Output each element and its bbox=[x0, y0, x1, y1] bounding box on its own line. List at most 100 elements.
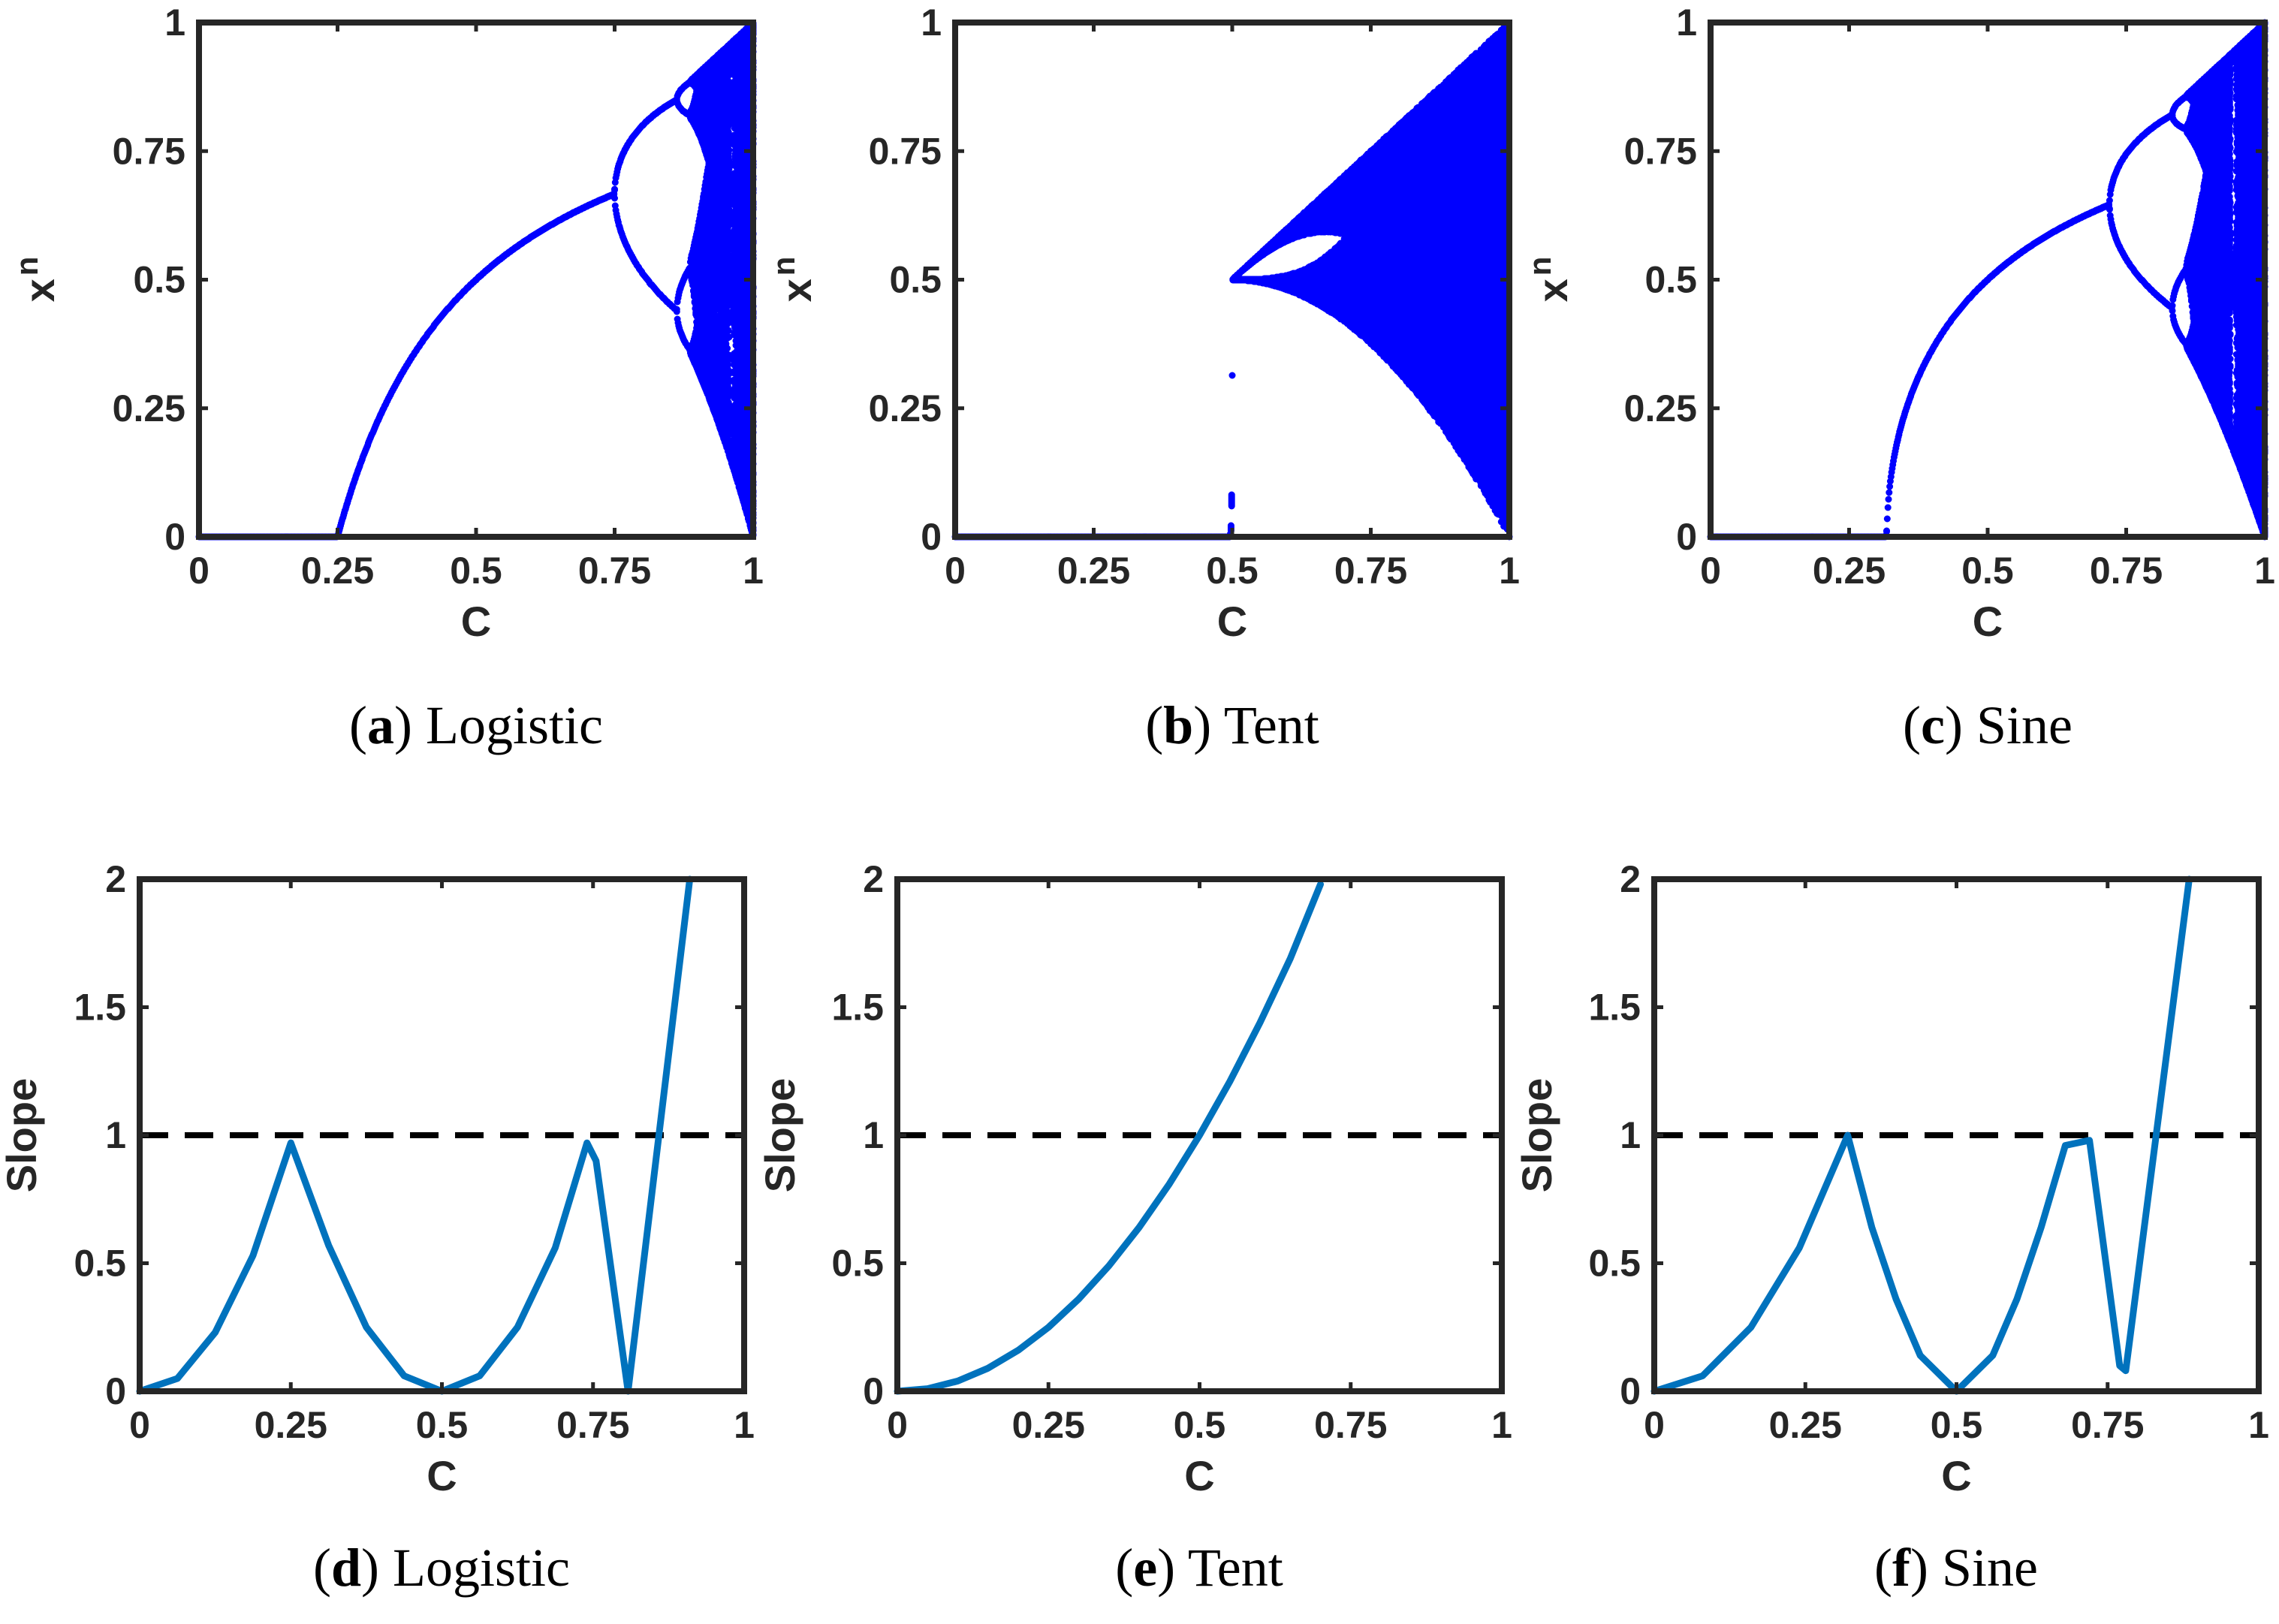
x-tick-label: 0 bbox=[129, 1404, 150, 1446]
y-axis-label: xn bbox=[9, 257, 63, 303]
caption-open-paren: ( bbox=[1115, 1538, 1133, 1598]
x-tick-label: 0 bbox=[1644, 1404, 1665, 1446]
caption-name: ) Logistic bbox=[361, 1538, 570, 1598]
x-tick-label: 0.25 bbox=[301, 550, 374, 592]
panel-c: 0 0.25 0.5 0.75 1 0 0.25 0.5 0.75 1 Cxn (c) Sine bbox=[1522, 2, 2275, 755]
y-tick-label: 0 bbox=[863, 1370, 884, 1412]
x-tick-label: 0.75 bbox=[1334, 550, 1407, 592]
x-axis-label: C bbox=[1973, 598, 2003, 645]
x-tick-label: 0.5 bbox=[450, 550, 502, 592]
panel-a: 0 0.25 0.5 0.75 1 0 0.25 0.5 0.75 1 Cxn (a) Logisti… bbox=[9, 2, 764, 755]
y-tick-label: 2 bbox=[863, 858, 884, 900]
y-tick-label: 0.5 bbox=[1588, 1243, 1641, 1285]
x-tick-label: 0.25 bbox=[1769, 1404, 1842, 1446]
panel-f: 0 0.25 0.5 0.75 1 0 0.5 1 1.5 2 C Slope (f) Sine bbox=[1513, 858, 2269, 1598]
x-tick-label: 0.5 bbox=[1931, 1404, 1983, 1446]
caption-open-paren: ( bbox=[1903, 695, 1921, 755]
caption-open-paren: ( bbox=[1874, 1538, 1892, 1598]
caption-name: ) Tent bbox=[1157, 1538, 1283, 1598]
x-axis-label: C bbox=[461, 598, 491, 645]
y-axis-label: Slope bbox=[1513, 1078, 1560, 1192]
y-tick-label: 2 bbox=[1620, 858, 1641, 900]
x-tick-label: 1 bbox=[743, 550, 764, 592]
x-tick-label: 1 bbox=[1499, 550, 1520, 592]
panel-d: 0 0.25 0.5 0.75 1 0 0.5 1 1.5 2 C Slope (d) Logistic bbox=[0, 858, 755, 1598]
y-tick-label: 0 bbox=[105, 1370, 126, 1412]
caption-name: ) Sine bbox=[1945, 695, 2073, 755]
caption-open-paren: ( bbox=[313, 1538, 331, 1598]
y-tick-label: 0 bbox=[1620, 1370, 1641, 1412]
y-tick-label: 0.5 bbox=[74, 1243, 126, 1285]
y-tick-label: 1.5 bbox=[831, 987, 884, 1029]
x-axis-label: C bbox=[1217, 598, 1247, 645]
x-axis-label: C bbox=[1941, 1452, 1971, 1499]
x-tick-label: 0.5 bbox=[416, 1404, 469, 1446]
x-tick-label: 0.75 bbox=[1314, 1404, 1387, 1446]
caption-letter: c bbox=[1921, 695, 1945, 755]
caption-letter: a bbox=[367, 695, 394, 755]
y-axis-label: Slope bbox=[756, 1078, 803, 1192]
y-tick-label: 0 bbox=[921, 516, 942, 558]
y-axis-label-subscript: n bbox=[766, 257, 801, 276]
panel-b: 0 0.25 0.5 0.75 1 0 0.25 0.5 0.75 1 Cxn (b) Tent bbox=[766, 2, 1520, 755]
x-tick-label: 0 bbox=[188, 550, 210, 592]
x-tick-label: 0.75 bbox=[2090, 550, 2163, 592]
x-tick-label: 1 bbox=[1491, 1404, 1512, 1446]
y-tick-label: 0.25 bbox=[869, 387, 942, 429]
panel-caption: (a) Logistic bbox=[349, 695, 603, 755]
y-tick-label: 0.5 bbox=[133, 259, 185, 301]
x-tick-label: 0.5 bbox=[1206, 550, 1259, 592]
caption-letter: e bbox=[1133, 1538, 1157, 1598]
y-axis-label: xn bbox=[766, 257, 820, 303]
caption-open-paren: ( bbox=[1145, 695, 1163, 755]
caption-letter: f bbox=[1892, 1538, 1911, 1598]
x-tick-label: 0.25 bbox=[1813, 550, 1886, 592]
y-tick-label: 1 bbox=[863, 1114, 884, 1156]
bifurcation-points bbox=[195, 20, 757, 541]
y-tick-label: 1 bbox=[1620, 1114, 1641, 1156]
x-tick-label: 0.75 bbox=[2071, 1404, 2144, 1446]
panel-caption: (c) Sine bbox=[1903, 695, 2073, 755]
x-tick-label: 0 bbox=[945, 550, 966, 592]
slope-series-line bbox=[136, 875, 694, 1395]
y-tick-label: 1.5 bbox=[1588, 987, 1641, 1029]
y-tick-label: 0.25 bbox=[113, 387, 185, 429]
x-tick-label: 0.25 bbox=[1012, 1404, 1085, 1446]
x-tick-label: 0 bbox=[1700, 550, 1721, 592]
x-tick-label: 0.75 bbox=[556, 1404, 629, 1446]
y-tick-label: 0.75 bbox=[869, 130, 942, 172]
y-tick-label: 0 bbox=[164, 516, 185, 558]
y-tick-label: 0.75 bbox=[113, 130, 185, 172]
x-tick-label: 1 bbox=[734, 1404, 755, 1446]
caption-name: ) Tent bbox=[1193, 695, 1319, 755]
y-tick-label: 0.5 bbox=[889, 259, 942, 301]
y-tick-label: 0.75 bbox=[1624, 130, 1697, 172]
y-axis-label-subscript: n bbox=[9, 257, 44, 276]
y-tick-label: 1 bbox=[164, 2, 185, 44]
y-axis-label: xn bbox=[1522, 257, 1576, 303]
panel-caption: (f) Sine bbox=[1874, 1538, 2038, 1598]
caption-letter: d bbox=[331, 1538, 361, 1598]
x-tick-label: 0.25 bbox=[1057, 550, 1130, 592]
y-tick-label: 1 bbox=[1676, 2, 1697, 44]
x-axis-label: C bbox=[1184, 1452, 1214, 1499]
x-axis-label: C bbox=[427, 1452, 457, 1499]
panel-e: 0 0.25 0.5 0.75 1 0 0.5 1 1.5 2 C Slope (e) Tent bbox=[756, 858, 1512, 1598]
panel-caption: (b) Tent bbox=[1145, 695, 1319, 755]
panel-caption: (d) Logistic bbox=[313, 1538, 570, 1598]
slope-series-line bbox=[894, 881, 1324, 1395]
x-tick-label: 0.25 bbox=[255, 1404, 327, 1446]
y-tick-label: 1 bbox=[921, 2, 942, 44]
y-tick-label: 0 bbox=[1676, 516, 1697, 558]
x-tick-label: 0.5 bbox=[1961, 550, 2014, 592]
y-tick-label: 2 bbox=[105, 858, 126, 900]
caption-name: ) Logistic bbox=[394, 695, 603, 755]
y-axis-label-subscript: n bbox=[1522, 257, 1557, 276]
caption-open-paren: ( bbox=[349, 695, 367, 755]
y-tick-label: 0.5 bbox=[1644, 259, 1697, 301]
x-tick-label: 1 bbox=[2254, 550, 2275, 592]
x-tick-label: 0.75 bbox=[578, 550, 651, 592]
x-tick-label: 1 bbox=[2248, 1404, 2269, 1446]
y-tick-label: 0.5 bbox=[831, 1243, 884, 1285]
